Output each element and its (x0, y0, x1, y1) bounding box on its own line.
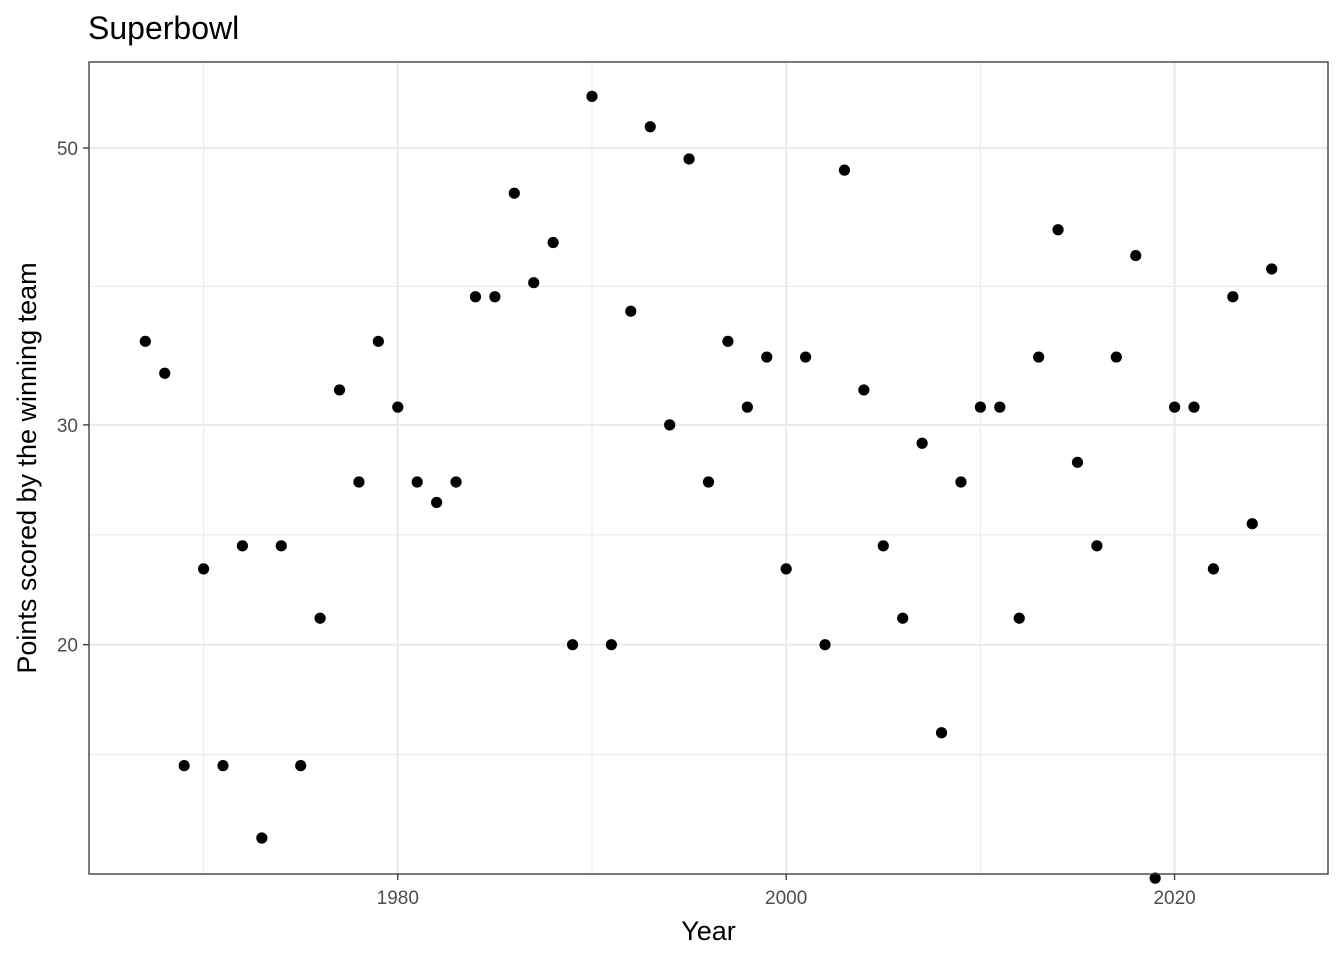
data-point (1168, 401, 1181, 413)
data-point (722, 335, 734, 347)
x-axis-title: Year (681, 916, 736, 946)
data-point (935, 727, 948, 739)
grid-lines (89, 62, 1328, 874)
data-point (683, 153, 695, 165)
data-point (197, 563, 210, 575)
data-points (139, 90, 1278, 884)
data-point (547, 236, 559, 249)
y-axis: 20 30 50 (57, 139, 89, 657)
data-point (1227, 291, 1239, 303)
data-point (1052, 224, 1064, 236)
y-tick-label: 50 (57, 139, 78, 160)
x-tick-label: 1980 (377, 888, 419, 909)
data-point (586, 90, 598, 102)
data-point (431, 496, 443, 509)
x-axis: 1980 2000 2020 (377, 874, 1196, 909)
data-point (489, 291, 501, 303)
data-point (741, 401, 753, 413)
data-point (1033, 351, 1045, 363)
data-point (392, 401, 404, 413)
data-point (333, 384, 346, 396)
data-point (1110, 351, 1122, 363)
data-point (605, 639, 617, 651)
data-point (353, 476, 365, 488)
data-point (644, 121, 656, 133)
data-point (1246, 518, 1258, 530)
data-point (897, 612, 909, 624)
data-point (761, 351, 773, 363)
data-point (372, 335, 384, 347)
data-point (314, 612, 326, 624)
data-point (236, 540, 249, 552)
y-tick-label: 30 (57, 416, 78, 437)
data-point (1091, 540, 1103, 552)
data-point (625, 305, 637, 317)
data-point (955, 476, 967, 488)
data-point (1207, 563, 1220, 575)
data-point (1130, 249, 1142, 262)
data-point (295, 760, 307, 772)
data-point (528, 277, 540, 289)
data-point (1188, 401, 1200, 413)
data-point (664, 419, 676, 431)
data-point (974, 401, 986, 413)
data-point (858, 384, 870, 396)
data-point (256, 832, 268, 844)
x-tick-label: 2000 (765, 888, 807, 909)
data-point (217, 760, 229, 772)
data-point (877, 540, 889, 552)
data-point (450, 476, 462, 488)
plot-panel (88, 61, 1329, 875)
data-point (411, 476, 423, 488)
data-point (566, 639, 579, 651)
data-point (819, 639, 831, 651)
y-tick-label: 20 (57, 636, 78, 657)
data-point (139, 335, 151, 347)
data-point (1071, 456, 1084, 468)
data-point (702, 476, 715, 488)
data-point (469, 291, 482, 303)
data-point (780, 563, 792, 575)
data-point (508, 187, 520, 199)
data-point (275, 540, 287, 552)
data-point (1149, 872, 1161, 884)
x-tick-label: 2020 (1153, 888, 1195, 909)
data-point (178, 760, 190, 772)
data-point (800, 351, 812, 363)
data-point (994, 401, 1006, 413)
data-point (159, 367, 171, 379)
data-point (916, 437, 928, 449)
y-axis-title: Points scored by the winning team (12, 262, 42, 673)
chart-title: Superbowl (88, 10, 239, 46)
data-point (1013, 612, 1025, 624)
data-point (838, 164, 851, 176)
data-point (1266, 263, 1278, 275)
